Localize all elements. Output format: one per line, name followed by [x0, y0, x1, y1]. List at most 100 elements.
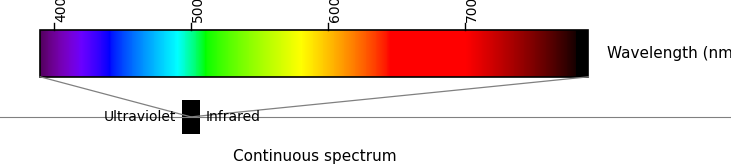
- Bar: [73, 30, 74, 77]
- Bar: [268, 30, 269, 77]
- Bar: [342, 30, 343, 77]
- Bar: [321, 30, 322, 77]
- Bar: [230, 30, 231, 77]
- Bar: [60, 30, 61, 77]
- Bar: [358, 30, 359, 77]
- Bar: [107, 30, 108, 77]
- Bar: [528, 30, 529, 77]
- Bar: [184, 30, 186, 77]
- Bar: [114, 30, 115, 77]
- Bar: [87, 30, 88, 77]
- Bar: [218, 30, 219, 77]
- Bar: [425, 30, 426, 77]
- Bar: [171, 30, 172, 77]
- Bar: [566, 30, 567, 77]
- Bar: [486, 30, 487, 77]
- Bar: [115, 30, 116, 77]
- Bar: [583, 30, 584, 77]
- Bar: [344, 30, 346, 77]
- Bar: [438, 30, 439, 77]
- Bar: [165, 30, 167, 77]
- Bar: [262, 30, 263, 77]
- Bar: [577, 30, 578, 77]
- Bar: [290, 30, 292, 77]
- Bar: [227, 30, 228, 77]
- Bar: [159, 30, 160, 77]
- Bar: [515, 30, 516, 77]
- Bar: [329, 30, 330, 77]
- Bar: [203, 30, 204, 77]
- Bar: [234, 30, 235, 77]
- Bar: [366, 30, 368, 77]
- Bar: [302, 30, 303, 77]
- Bar: [534, 30, 535, 77]
- Bar: [575, 30, 576, 77]
- Bar: [160, 30, 161, 77]
- Bar: [345, 30, 346, 77]
- Bar: [276, 30, 277, 77]
- Bar: [148, 30, 149, 77]
- Bar: [281, 30, 282, 77]
- Bar: [573, 30, 574, 77]
- Bar: [391, 30, 392, 77]
- Bar: [116, 30, 117, 77]
- Bar: [72, 30, 73, 77]
- Bar: [142, 30, 143, 77]
- Bar: [69, 30, 70, 77]
- Bar: [355, 30, 356, 77]
- Bar: [208, 30, 209, 77]
- Bar: [519, 30, 520, 77]
- Bar: [333, 30, 335, 77]
- Bar: [490, 30, 491, 77]
- Bar: [308, 30, 309, 77]
- Bar: [48, 30, 50, 77]
- Bar: [120, 30, 121, 77]
- Bar: [386, 30, 387, 77]
- Text: Wavelength (nm): Wavelength (nm): [607, 46, 731, 61]
- Bar: [139, 30, 140, 77]
- Bar: [228, 30, 230, 77]
- Bar: [532, 30, 533, 77]
- Bar: [191, 30, 192, 77]
- Bar: [327, 30, 328, 77]
- Bar: [318, 30, 319, 77]
- Bar: [285, 30, 286, 77]
- Bar: [374, 30, 375, 77]
- Bar: [556, 30, 558, 77]
- Bar: [89, 30, 91, 77]
- Bar: [45, 30, 47, 77]
- Bar: [277, 30, 278, 77]
- Bar: [221, 30, 222, 77]
- Bar: [553, 30, 554, 77]
- Bar: [399, 30, 401, 77]
- Bar: [265, 30, 266, 77]
- Bar: [252, 30, 253, 77]
- Bar: [220, 30, 221, 77]
- Bar: [295, 30, 296, 77]
- Bar: [140, 30, 142, 77]
- Bar: [403, 30, 404, 77]
- Bar: [267, 30, 268, 77]
- Bar: [94, 30, 95, 77]
- Bar: [270, 30, 271, 77]
- Bar: [59, 30, 60, 77]
- Bar: [511, 30, 512, 77]
- Text: 400: 400: [54, 0, 68, 22]
- Bar: [197, 30, 198, 77]
- Bar: [455, 30, 456, 77]
- Bar: [157, 30, 158, 77]
- Bar: [507, 30, 508, 77]
- Bar: [199, 30, 200, 77]
- Bar: [65, 30, 66, 77]
- Bar: [363, 30, 364, 77]
- Bar: [205, 30, 207, 77]
- Bar: [51, 30, 52, 77]
- Bar: [461, 30, 463, 77]
- Bar: [296, 30, 297, 77]
- Bar: [340, 30, 341, 77]
- Bar: [289, 30, 290, 77]
- Bar: [149, 30, 150, 77]
- Bar: [467, 30, 468, 77]
- Bar: [316, 30, 317, 77]
- Bar: [447, 30, 449, 77]
